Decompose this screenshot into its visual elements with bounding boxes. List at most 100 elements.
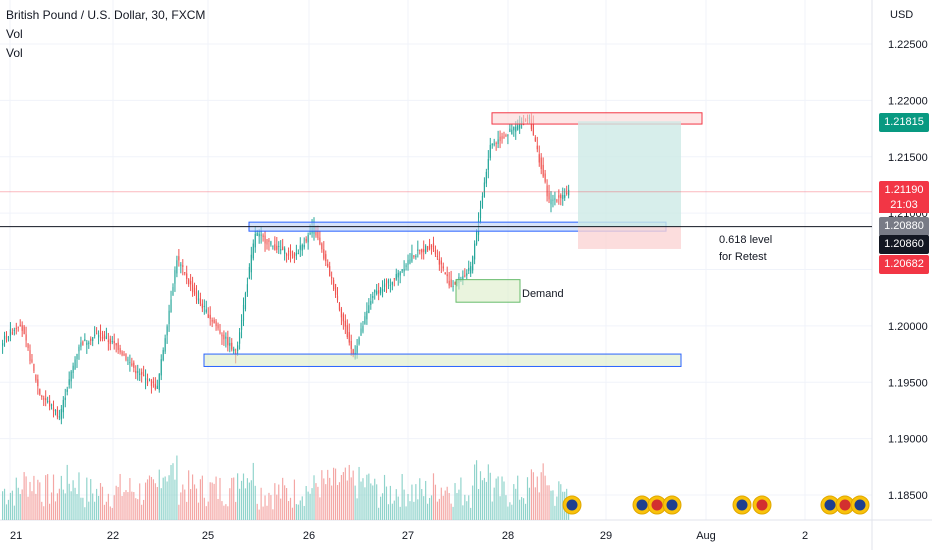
- volume-indicator-label[interactable]: Vol: [6, 27, 23, 41]
- candle-body: [334, 284, 337, 295]
- zone-support-base[interactable]: [203, 353, 682, 367]
- volume-bar: [270, 495, 272, 520]
- volume-bar: [274, 483, 276, 520]
- candle-body: [86, 342, 88, 345]
- candle-body: [556, 200, 558, 202]
- volume-bar: [47, 474, 49, 520]
- volume-bar: [423, 496, 425, 520]
- candle-body: [156, 385, 158, 389]
- candle-body: [475, 230, 478, 245]
- volume-bar: [217, 498, 219, 520]
- volume-bar: [323, 478, 325, 520]
- candle-body: [246, 284, 249, 293]
- candle-body: [454, 282, 456, 285]
- volume-bar: [344, 467, 346, 520]
- volume-bar: [462, 505, 464, 520]
- volume-bar: [411, 484, 413, 520]
- chart-legend: British Pound / U.S. Dollar, 30, FXCM Vo…: [6, 6, 205, 63]
- volume-bar: [360, 481, 362, 520]
- candle-body: [11, 332, 13, 334]
- candle-body: [380, 287, 382, 294]
- candle-body: [419, 249, 421, 251]
- volume-bar: [221, 501, 223, 520]
- volume-bar: [532, 472, 534, 520]
- volume-bar: [475, 460, 478, 520]
- candle-body: [113, 341, 115, 343]
- volume-bar: [131, 491, 133, 520]
- symbol-title[interactable]: British Pound / U.S. Dollar, 30, FXCM: [6, 8, 206, 22]
- volume-bar: [489, 472, 491, 520]
- volume-bar: [11, 490, 13, 520]
- candle-body: [291, 251, 294, 253]
- zone-demand[interactable]: [455, 279, 521, 303]
- flag-icon: [636, 499, 648, 511]
- candle-body: [62, 399, 64, 413]
- candle-body: [43, 398, 45, 400]
- candle-body: [176, 260, 178, 274]
- volume-bar: [215, 476, 217, 520]
- volume-bar: [3, 488, 6, 520]
- candle-body: [352, 349, 354, 357]
- candle-body: [260, 234, 262, 236]
- candle-body: [47, 400, 49, 402]
- volume-bar: [272, 509, 274, 520]
- volume-bar: [258, 509, 260, 520]
- volume-bar: [387, 504, 390, 520]
- volume-bar: [440, 487, 442, 520]
- time-tick-label: 25: [202, 530, 214, 542]
- volume-bar: [240, 480, 243, 520]
- candle-body: [364, 316, 366, 324]
- candle-body: [270, 241, 272, 245]
- candle-body: [64, 397, 66, 401]
- volume-bar: [39, 482, 41, 520]
- volume-bar: [111, 507, 113, 520]
- volume-bar: [17, 487, 19, 520]
- volume-bar: [19, 494, 21, 520]
- volume-bar: [474, 464, 476, 520]
- candle-body: [5, 339, 8, 341]
- candle-body: [536, 145, 538, 150]
- volume-bar: [511, 504, 513, 520]
- candle-body: [217, 324, 219, 329]
- retest-annotation-line-1: 0.618 level: [719, 234, 772, 246]
- volume-indicator-label-2[interactable]: Vol: [6, 46, 23, 60]
- price-tick-label: 1.22000: [888, 95, 928, 107]
- candle-body: [381, 289, 384, 292]
- position-stop-zone[interactable]: [578, 226, 681, 249]
- candle-body: [434, 249, 437, 255]
- candle-body: [519, 123, 521, 129]
- candle-body: [3, 335, 6, 340]
- position-target-zone[interactable]: [578, 121, 681, 227]
- volume-bar: [554, 505, 556, 520]
- volume-bar: [13, 505, 15, 520]
- candle-body: [213, 319, 215, 324]
- volume-bar: [284, 485, 286, 520]
- volume-bar: [560, 484, 562, 520]
- flag-icon: [736, 499, 748, 511]
- candle-body: [356, 345, 358, 353]
- candle-body: [111, 341, 113, 343]
- volume-bar: [25, 476, 27, 520]
- volume-bar: [262, 506, 264, 520]
- candle-body: [60, 408, 62, 420]
- volume-bar: [460, 477, 462, 520]
- volume-bar: [92, 493, 94, 520]
- last-price-label: 1.21190: [879, 181, 929, 200]
- candle-body: [282, 246, 284, 251]
- volume-bar: [160, 488, 162, 520]
- candle-body: [190, 280, 192, 285]
- candle-body: [286, 254, 288, 256]
- candle-body: [401, 269, 403, 272]
- candle-body: [325, 254, 327, 262]
- volume-bar: [5, 504, 8, 520]
- candle-body: [323, 249, 325, 259]
- volume-bar: [76, 494, 78, 520]
- candle-body: [540, 157, 542, 169]
- candle-body: [127, 359, 129, 361]
- flag-icon: [839, 499, 851, 511]
- candle-body: [74, 359, 76, 370]
- stop-price-label: 1.20682: [879, 255, 929, 274]
- volume-bar: [456, 493, 458, 520]
